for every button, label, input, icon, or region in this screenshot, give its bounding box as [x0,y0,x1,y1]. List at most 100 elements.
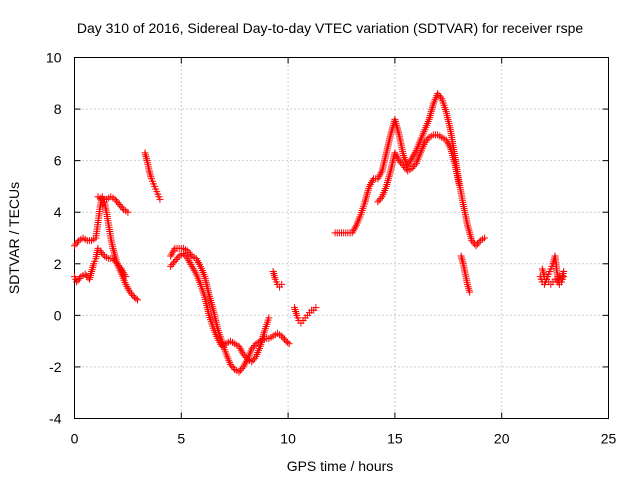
data-point [374,198,382,206]
x-tick-label: 25 [601,431,617,447]
data-point [363,190,371,198]
series-markers [536,252,568,288]
data-point [391,115,399,123]
data-point [110,256,118,264]
data-point [184,247,192,255]
data-point [71,242,78,250]
data-point [435,91,443,99]
data-markers [71,90,568,376]
data-point [111,195,119,203]
data-point [89,264,97,272]
data-point [167,262,175,270]
data-point [248,345,256,353]
data-point [260,331,268,339]
data-point [147,173,155,181]
data-point [458,254,466,262]
data-point [265,314,273,322]
data-point [169,259,177,267]
data-point [89,262,97,270]
data-point [422,137,430,145]
data-point [464,223,472,231]
data-point [209,304,217,312]
data-point [251,354,259,362]
data-point [464,282,472,290]
data-point [112,258,120,266]
data-point [99,250,107,258]
data-point [146,169,154,177]
data-point [362,196,370,204]
x-tick-label: 15 [387,431,403,447]
data-point [292,309,300,317]
data-point [421,139,429,147]
data-point [401,164,409,172]
x-axis-label: GPS time / hours [287,458,394,474]
data-point [409,163,417,171]
data-point [109,255,117,263]
data-point [375,196,383,204]
y-tick-labels: -4 -2 0 2 4 6 8 10 [46,50,62,427]
data-point [270,269,278,277]
series-markers [141,149,164,203]
data-point [113,197,121,205]
series-markers [291,304,320,327]
data-point [383,180,391,188]
series-markers [538,265,568,288]
data-point [428,106,436,114]
data-point [251,341,259,349]
data-point [394,127,402,135]
data-point [110,248,118,256]
data-point [284,338,292,346]
data-point [291,306,299,314]
y-tick-label: 8 [54,101,62,117]
data-point [88,266,96,274]
series-markers [374,131,463,206]
data-point [427,110,435,118]
data-point [171,257,179,265]
data-point [429,102,437,110]
data-point [174,254,182,262]
data-point [428,104,436,112]
data-point [181,251,189,259]
data-point [362,194,370,202]
data-point [156,195,164,203]
data-point [364,188,372,196]
data-point [182,253,190,261]
data-point [127,290,135,298]
data-point [124,208,132,216]
data-point [278,280,286,288]
data-point [96,247,104,255]
data-point [408,164,416,172]
data-point [278,332,286,340]
data-point [111,250,119,258]
y-tick-label: -4 [49,411,62,427]
data-point [134,296,142,304]
data-point [116,263,124,271]
data-point [242,353,250,361]
data-point [114,199,122,207]
data-point [466,288,474,296]
series-markers [94,193,132,216]
data-point [386,169,394,177]
data-point [395,129,403,137]
series-markers [457,252,474,296]
y-axis-label: SDTVAR / TECUs [6,182,22,294]
data-point [312,304,320,312]
data-point [249,356,257,364]
y-tick-label: -2 [49,359,62,375]
data-point [132,295,140,303]
x-tick-label: 0 [71,431,79,447]
data-point [74,276,82,284]
grid-lines [74,57,609,419]
data-point [229,364,237,372]
data-point [465,286,473,294]
data-point [291,304,299,312]
x-tick-labels: 0 5 10 15 20 25 [71,431,617,447]
data-point [271,273,279,281]
data-point [459,258,467,266]
data-point [141,149,149,157]
data-point [239,350,247,358]
data-point [179,249,187,257]
data-point [398,160,406,168]
series-markers [71,244,130,286]
data-point [466,229,474,237]
